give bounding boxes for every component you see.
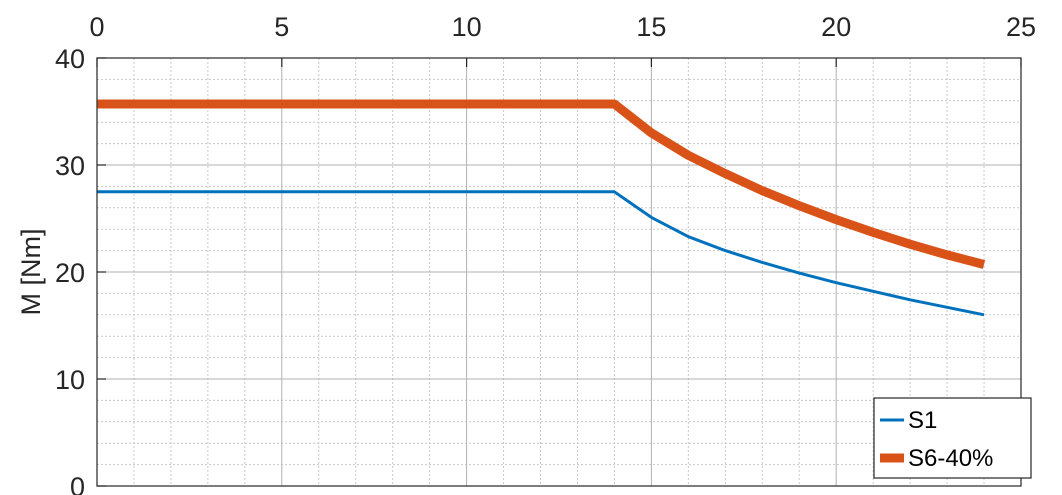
series-line-s1: [97, 190, 985, 317]
x-tick-label: 10: [452, 12, 482, 42]
x-tick-label: 15: [636, 12, 666, 42]
y-tick-label: 30: [55, 151, 85, 181]
y-tick-label: 20: [55, 258, 85, 288]
y-tick-label: 0: [70, 472, 85, 495]
legend: S1 S6-40%: [873, 397, 1032, 479]
y-tick-label: 10: [55, 365, 85, 395]
x-axis-ticks: 0 5 10 15 20 25: [89, 12, 1036, 67]
x-tick-label: 20: [821, 12, 851, 42]
x-tick-label: 5: [274, 12, 289, 42]
legend-label: S6-40%: [908, 445, 993, 472]
x-tick-label: 0: [89, 12, 104, 42]
y-axis-ticks: 0 10 20 30 40: [55, 44, 106, 495]
series-layer: [97, 99, 986, 317]
x-tick-label: 25: [1006, 12, 1036, 42]
legend-label: S1: [908, 407, 937, 434]
y-tick-label: 40: [55, 44, 85, 74]
series-line-s6-40-: [97, 99, 986, 269]
y-axis-label: M [Nm]: [16, 229, 46, 316]
legend-box: [873, 397, 1032, 479]
